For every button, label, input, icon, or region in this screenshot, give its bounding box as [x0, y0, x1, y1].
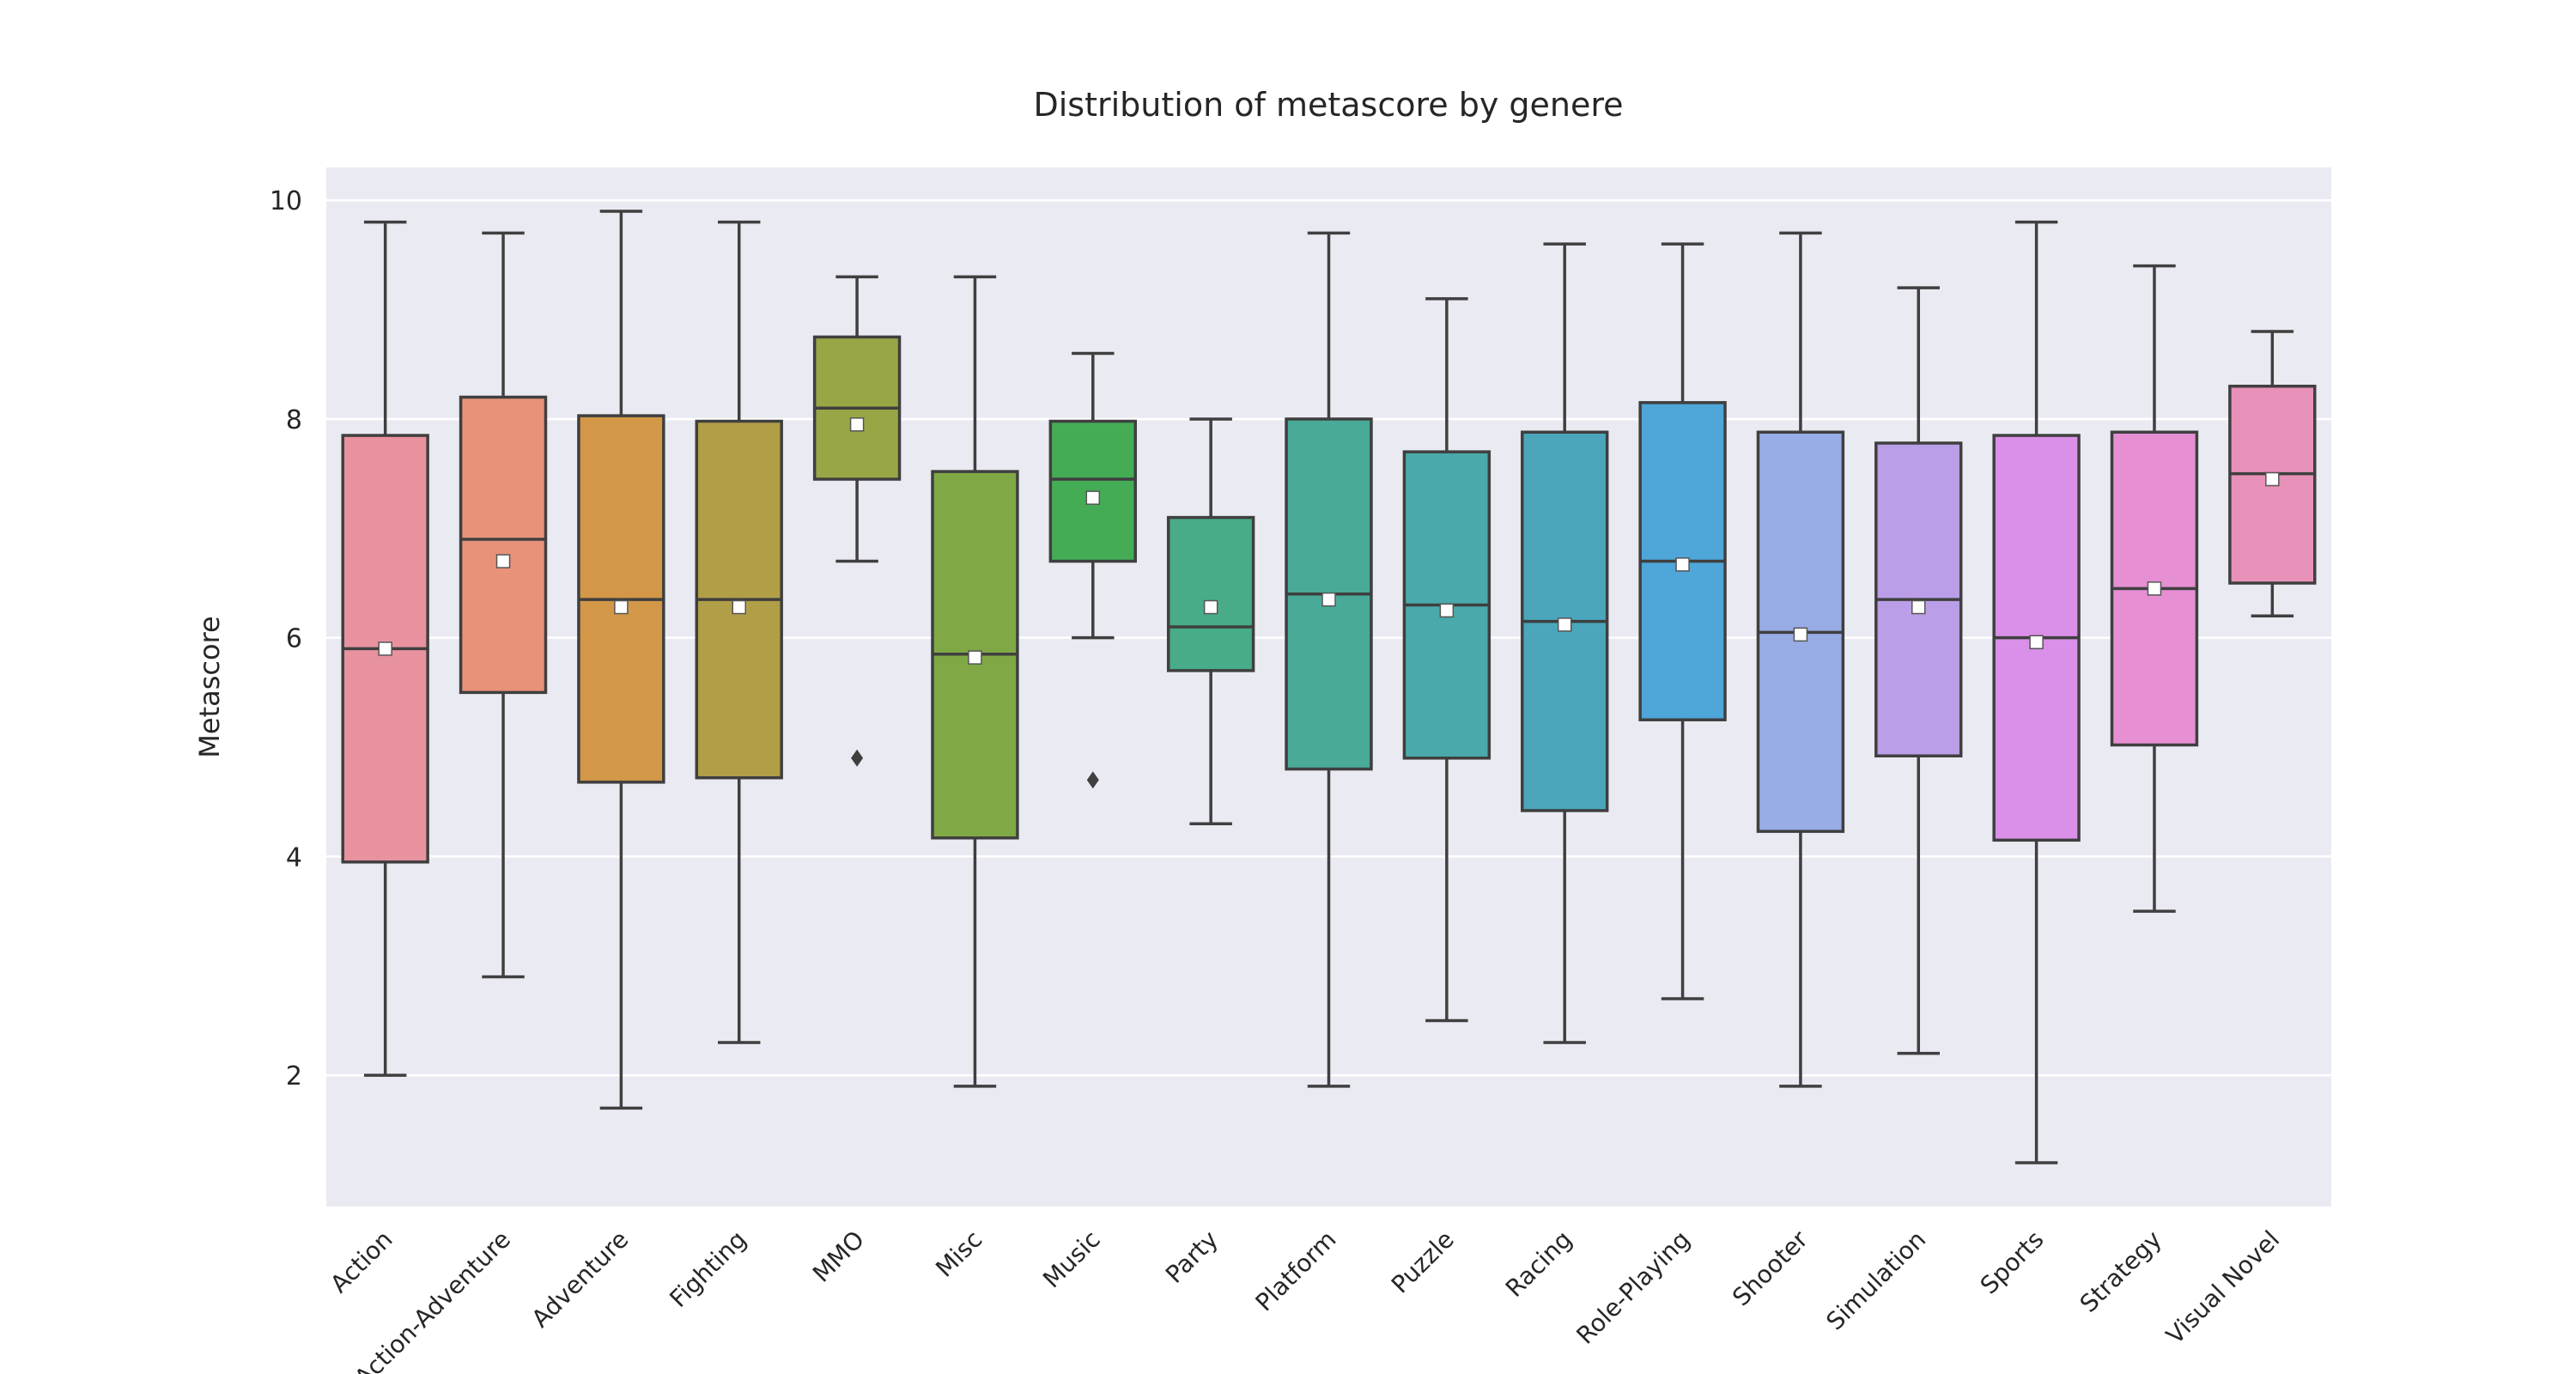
box-group: [1874, 286, 1963, 1055]
mean-marker: [614, 599, 629, 615]
x-tick-label: Visual Novel: [2160, 1225, 2285, 1350]
mean-marker: [732, 599, 746, 615]
mean-marker: [1911, 599, 1926, 615]
mean-marker: [2147, 581, 2162, 596]
box-group: [459, 231, 548, 979]
y-tick-label: 8: [286, 405, 302, 435]
box-group: [812, 275, 902, 767]
x-tick-label: Shooter: [1727, 1225, 1814, 1311]
box-group: [1521, 242, 1609, 1044]
y-tick-label: 10: [270, 186, 302, 216]
mean-marker: [968, 650, 982, 665]
outlier-point: [851, 749, 864, 767]
x-tick-label: Music: [1037, 1225, 1106, 1294]
box-group: [1285, 231, 1373, 1088]
mean-marker: [378, 641, 392, 656]
box-iqr: [1166, 515, 1255, 672]
mean-marker: [2265, 471, 2280, 487]
x-tick-label: Fighting: [664, 1225, 751, 1313]
box-group: [1166, 417, 1255, 825]
mean-marker: [1203, 599, 1218, 615]
mean-marker: [1321, 592, 1336, 607]
mean-marker: [495, 554, 511, 568]
box-group: [695, 220, 783, 1044]
y-tick-label: 2: [286, 1061, 302, 1091]
box-group: [931, 275, 1019, 1088]
x-tick-label: MMO: [807, 1225, 870, 1288]
mean-marker: [1793, 627, 1808, 642]
box-group: [1048, 351, 1137, 789]
box-layer: [341, 210, 2317, 1164]
mean-marker: [1085, 490, 1101, 505]
y-tick-label: 6: [286, 624, 302, 654]
x-tick-label: Puzzle: [1386, 1225, 1460, 1299]
x-tick-label: Sports: [1975, 1225, 2050, 1300]
box-group: [2228, 330, 2317, 617]
x-tick-label: Strategy: [2075, 1225, 2167, 1318]
mean-marker: [1675, 557, 1690, 572]
mean-marker: [849, 417, 865, 432]
mean-marker: [1557, 617, 1572, 632]
box-group: [2110, 264, 2199, 913]
box-group: [341, 220, 429, 1077]
x-tick-label: Party: [1160, 1225, 1224, 1289]
y-axis-label: Metascore: [193, 616, 226, 757]
box-group: [1992, 220, 2081, 1164]
x-tick-label: Role-Playing: [1571, 1225, 1695, 1350]
mean-marker: [1439, 603, 1455, 618]
x-tick-label: Misc: [930, 1225, 987, 1283]
chart-title: Distribution of metascore by genere: [1033, 86, 1623, 124]
box-group: [1402, 297, 1492, 1023]
box-group: [1756, 231, 1845, 1088]
x-tick-label: Adventure: [526, 1225, 635, 1334]
mean-marker: [2029, 635, 2044, 650]
box-group: [1638, 242, 1727, 1000]
outlier-point: [1086, 771, 1099, 789]
x-tick-label: Platform: [1250, 1225, 1342, 1317]
x-tick-label: Racing: [1500, 1225, 1577, 1303]
box-iqr: [459, 395, 548, 695]
y-tick-labels: 2 4 6 8 10: [270, 186, 302, 1091]
x-tick-label: Action: [325, 1225, 398, 1298]
box-group: [577, 210, 665, 1110]
y-tick-label: 4: [286, 842, 302, 872]
x-tick-label: Simulation: [1820, 1225, 1931, 1336]
